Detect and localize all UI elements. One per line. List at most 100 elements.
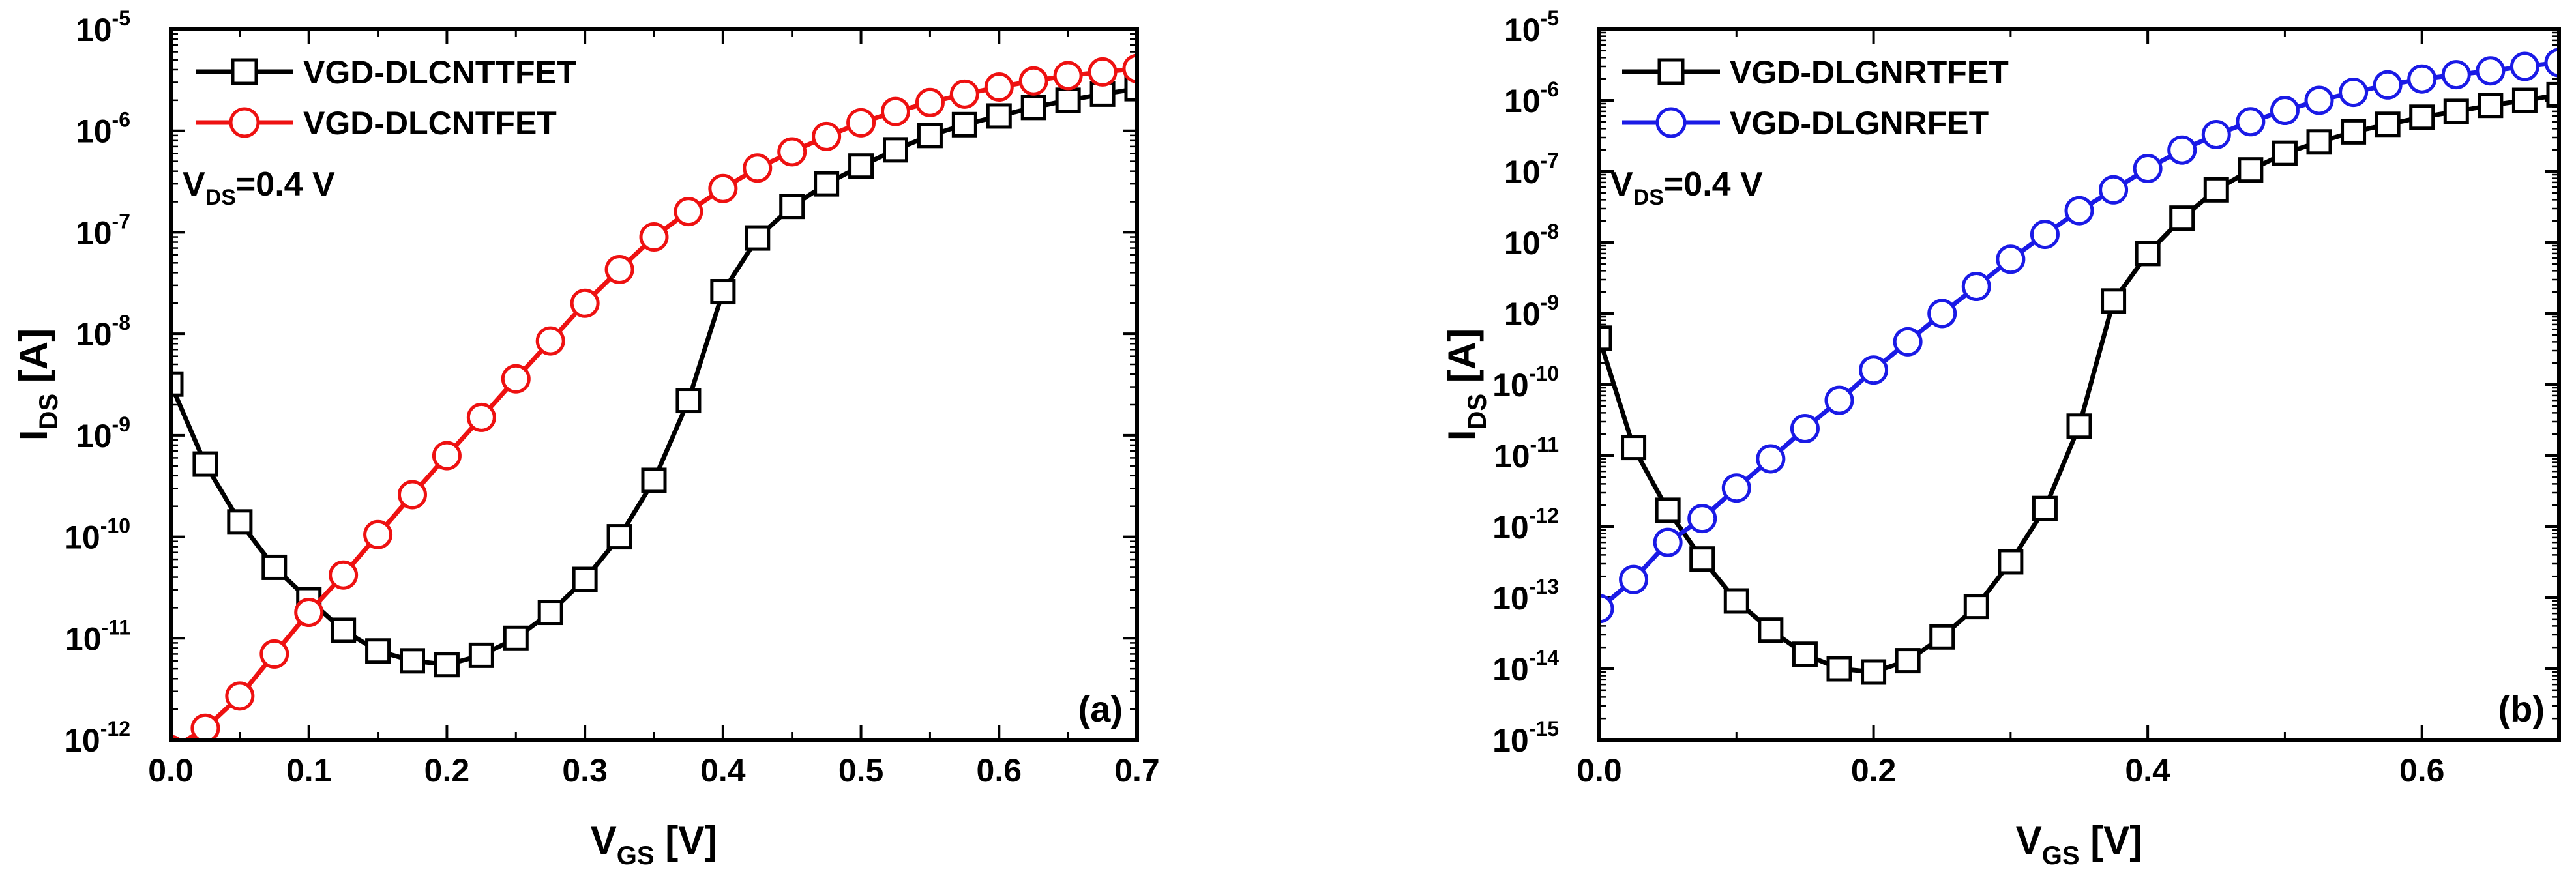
x-tick-label: 0.0: [1577, 752, 1622, 789]
y-axis-title: IDS [A]: [12, 329, 63, 441]
y-tick-base: 10: [1504, 154, 1541, 190]
data-point-circle: [2407, 64, 2437, 94]
data-point-square: [1723, 588, 1749, 614]
data-point-square: [1929, 624, 1955, 650]
data-point-circle: [777, 137, 807, 167]
y-tick-base: 10: [76, 214, 112, 251]
data-point-circle: [1824, 385, 1854, 415]
y-tick-exponent: -12: [100, 717, 130, 740]
data-point-circle: [2441, 60, 2471, 90]
data-point-circle: [259, 639, 289, 669]
y-tick-label: 10-7: [76, 209, 130, 251]
data-point-square: [745, 225, 771, 251]
y-tick-base: 10: [1492, 509, 1529, 546]
plot-frame: [1597, 27, 2561, 742]
data-point-square: [1055, 87, 1081, 113]
data-point-square: [2511, 87, 2538, 113]
data-point-circle: [2133, 153, 2163, 183]
y-tick-base: 10: [76, 316, 112, 353]
data-point-square: [1861, 659, 1887, 685]
y-tick-exponent: -7: [1541, 149, 1559, 172]
y-tick-exponent: -13: [1529, 575, 1559, 598]
data-point-circle: [2030, 220, 2060, 250]
data-point-square: [171, 371, 184, 397]
data-point-circle: [1996, 244, 2026, 274]
legend-label: VGD-DLGNRTFET: [1730, 54, 2009, 91]
data-point-square: [2101, 288, 2127, 314]
y-tick-exponent: -11: [1530, 433, 1559, 456]
y-title-subscript: DS: [35, 394, 63, 430]
x-tick-label: 0.3: [562, 752, 608, 789]
y-tick-exponent: -10: [100, 514, 130, 538]
data-point-square: [2272, 140, 2298, 166]
x-tick-label: 0.2: [424, 752, 470, 789]
panel-label: (b): [2498, 688, 2545, 729]
y-tick-exponent: -6: [112, 108, 130, 132]
x-tick-label: 0.4: [2125, 752, 2170, 789]
y-title-main: I: [12, 430, 55, 441]
data-point-circle: [674, 197, 703, 227]
y-tick-base: 10: [1504, 83, 1541, 119]
data-point-circle: [2304, 85, 2334, 115]
data-point-square: [1124, 76, 1137, 102]
x-tick-label: 0.6: [2399, 752, 2445, 789]
x-title-subscript: GS: [617, 841, 655, 870]
vds-annotation: VDS=0.4 V: [183, 166, 335, 210]
data-point-square: [261, 554, 288, 580]
data-point-circle: [1687, 504, 1717, 534]
y-tick-base: 10: [1492, 722, 1529, 759]
y-tick-exponent: -9: [112, 413, 130, 436]
data-point-square: [641, 467, 667, 493]
data-point-square: [848, 153, 874, 179]
y-tick-base: 10: [64, 722, 100, 759]
legend-label: VGD-DLCNTTFET: [303, 54, 576, 91]
y-title-subscript: DS: [1463, 394, 1492, 430]
data-point-square: [2306, 129, 2332, 155]
legend-marker-circle: [1655, 107, 1687, 138]
data-point-square: [2409, 104, 2435, 130]
data-point-circle: [1599, 594, 1614, 624]
plot-frame: [169, 27, 1139, 742]
y-tick-base: 10: [1504, 12, 1541, 48]
data-point-square: [2341, 119, 2367, 145]
data-point-square: [1689, 546, 1715, 572]
vds-main: V: [1610, 166, 1633, 203]
data-point-circle: [743, 153, 773, 183]
data-point-square: [503, 625, 529, 651]
data-point-circle: [1653, 527, 1683, 557]
y-tick-label: 10-9: [1504, 291, 1559, 332]
x-tick-label: 0.2: [1851, 752, 1897, 789]
vds-main: V: [183, 166, 205, 203]
y-tick-exponent: -11: [102, 615, 130, 639]
y-tick-label: 10-10: [64, 514, 130, 556]
data-point-circle: [1721, 473, 1751, 503]
data-point-circle: [2201, 119, 2231, 149]
data-point-square: [1963, 594, 1989, 620]
data-point-circle: [708, 173, 738, 203]
x-title-subscript: GS: [2042, 841, 2080, 870]
data-point-square: [1758, 617, 1784, 643]
y-title-rest: [A]: [1440, 329, 1484, 394]
data-point-circle: [1088, 57, 1118, 87]
data-point-square: [2478, 93, 2504, 119]
data-point-square: [2066, 413, 2092, 439]
y-tick-label: 10-12: [64, 717, 130, 759]
data-point-circle: [466, 402, 496, 432]
data-point-circle: [812, 121, 842, 151]
data-point-circle: [1893, 327, 1923, 357]
data-point-circle: [2236, 107, 2266, 137]
data-point-circle: [881, 96, 910, 126]
data-point-square: [1998, 549, 2024, 575]
data-point-square: [917, 123, 943, 149]
data-point-square: [400, 648, 425, 674]
y-tick-exponent: -9: [1541, 291, 1559, 314]
data-point-square: [675, 388, 702, 414]
vds-subscript: DS: [1633, 185, 1664, 210]
data-point-square: [1655, 497, 1681, 523]
y-tick-base: 10: [1494, 438, 1530, 475]
data-point-square: [2169, 205, 2195, 231]
data-point-circle: [1018, 66, 1048, 96]
legend-marker-circle: [229, 107, 260, 138]
